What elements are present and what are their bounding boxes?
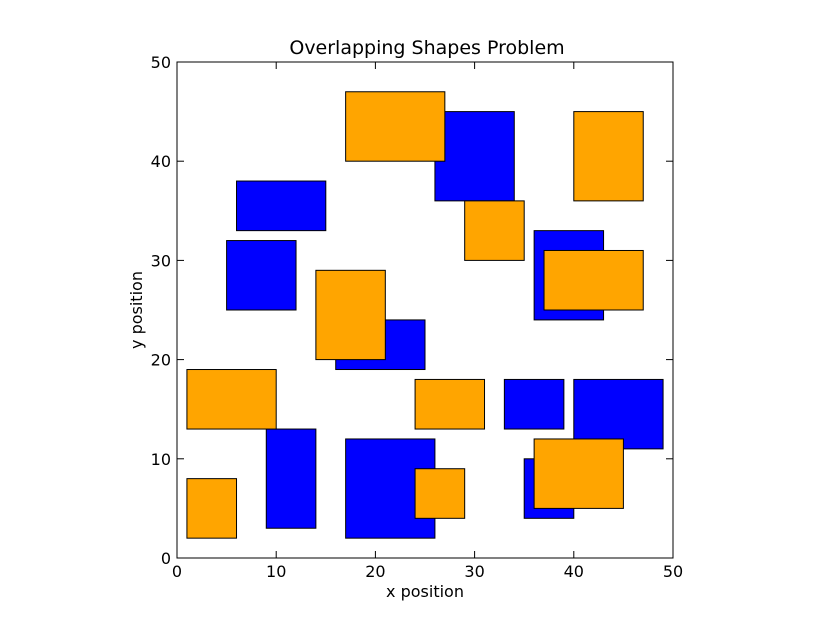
y-tick-label-50: 50 bbox=[151, 53, 171, 72]
plot-frame bbox=[176, 61, 674, 559]
y-tick-label-0: 0 bbox=[161, 549, 171, 568]
x-tick-label-40: 40 bbox=[564, 562, 584, 581]
y-tick-label-40: 40 bbox=[151, 152, 171, 171]
x-tick-label-10: 10 bbox=[266, 562, 286, 581]
blue-rect-6 bbox=[503, 378, 565, 430]
blue-rect-1 bbox=[434, 111, 515, 202]
blue-rect-2 bbox=[236, 180, 327, 232]
chart-title: Overlapping Shapes Problem bbox=[289, 37, 564, 59]
x-tick-label-50: 50 bbox=[663, 562, 683, 581]
blue-rect-8 bbox=[265, 428, 317, 529]
x-tick-label-0: 0 bbox=[172, 562, 182, 581]
blue-rect-3 bbox=[226, 240, 297, 311]
y-tick-label-20: 20 bbox=[151, 351, 171, 370]
orange-rect-7 bbox=[414, 378, 486, 430]
y-tick-label-30: 30 bbox=[151, 251, 171, 270]
orange-rect-1 bbox=[345, 91, 446, 162]
orange-rect-8 bbox=[533, 438, 624, 509]
orange-rect-3 bbox=[464, 200, 525, 261]
x-axis-label: x position bbox=[386, 582, 464, 601]
x-tick-label-30: 30 bbox=[464, 562, 484, 581]
shapes-layer bbox=[186, 91, 664, 539]
orange-rect-2 bbox=[573, 111, 644, 202]
y-axis-label: y position bbox=[127, 271, 146, 349]
orange-rect-4 bbox=[543, 249, 644, 311]
orange-rect-9 bbox=[186, 478, 238, 539]
orange-rect-10 bbox=[414, 468, 466, 519]
ticks-layer: 0 10 20 30 40 50 0 10 20 30 40 50 bbox=[151, 53, 684, 581]
blue-rect-7 bbox=[573, 378, 664, 450]
orange-rect-5 bbox=[315, 269, 386, 361]
orange-rect-6 bbox=[186, 369, 277, 430]
y-tick-label-10: 10 bbox=[151, 450, 171, 469]
x-tick-label-20: 20 bbox=[365, 562, 385, 581]
